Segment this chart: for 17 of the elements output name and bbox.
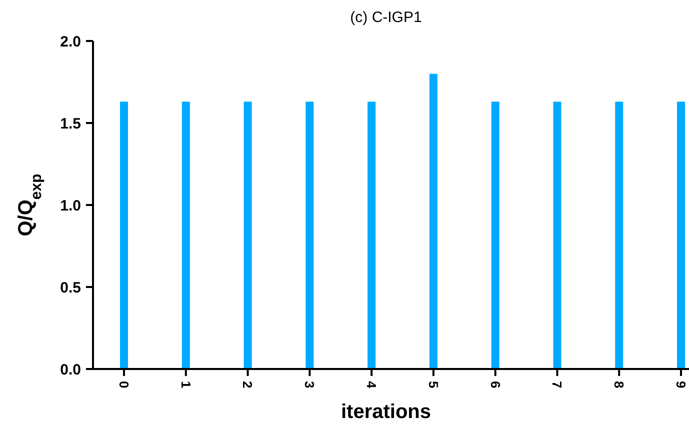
x-tick-label: 9 — [673, 381, 688, 388]
x-tick-label: 4 — [364, 381, 380, 389]
y-tick-label: 0.5 — [60, 279, 81, 296]
y-tick-label: 2.0 — [60, 33, 81, 50]
y-tick-label: 1.5 — [60, 115, 81, 132]
x-tick-label: 0 — [116, 381, 132, 388]
chart-title: (c) C-IGP1 — [350, 9, 422, 26]
x-tick-label: 1 — [178, 381, 194, 388]
x-tick-label: 7 — [550, 381, 565, 388]
x-tick-label: 6 — [488, 381, 503, 388]
x-tick-label: 8 — [612, 381, 627, 388]
x-tick-label: 5 — [426, 381, 441, 388]
y-tick-label: 0.0 — [60, 361, 81, 378]
x-axis-title: iterations — [340, 401, 432, 423]
y-tick-label: 1.0 — [60, 197, 81, 214]
x-tick-label: 3 — [302, 381, 318, 388]
x-tick-label: 2 — [240, 381, 256, 388]
